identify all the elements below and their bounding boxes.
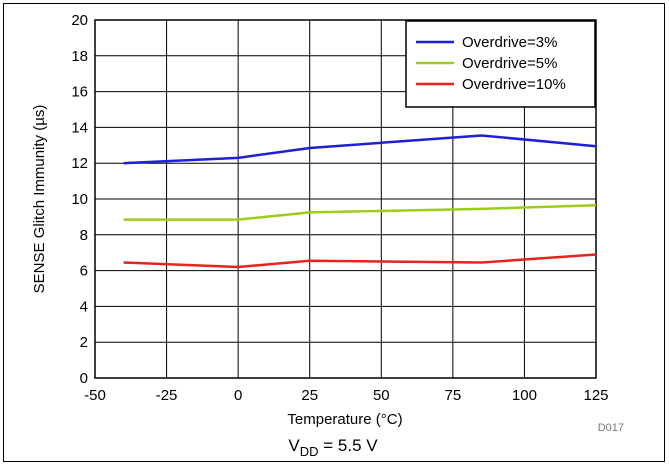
series-line [123, 134, 597, 165]
condition-label: VDD = 5.5 V [288, 436, 378, 459]
figure-code: D017 [598, 422, 624, 434]
y-tick-label: 18 [71, 48, 88, 65]
x-tick-labels: -50 -25 0 25 50 75 100 125 [84, 387, 608, 404]
plot-area [94, 19, 597, 379]
x-tick-label: -25 [156, 387, 178, 404]
x-tick-label: 0 [234, 387, 242, 404]
series-lines [123, 134, 597, 269]
series-line [123, 204, 597, 221]
y-tick-label: 2 [80, 334, 88, 351]
condition-rest: = 5.5 V [319, 436, 379, 455]
y-tick-label: 0 [80, 370, 88, 387]
x-tick-label: 50 [373, 387, 390, 404]
legend-label: Overdrive=5% [462, 55, 557, 72]
x-axis-label: Temperature (°C) [287, 411, 402, 428]
y-tick-label: 20 [71, 12, 88, 29]
y-tick-label: 10 [71, 191, 88, 208]
x-tick-label: -50 [84, 387, 106, 404]
y-tick-label: 12 [71, 155, 88, 172]
x-tick-label: 100 [512, 387, 537, 404]
y-axis-label: SENSE Glitch Immunity (µs) [31, 105, 48, 294]
y-tick-label: 14 [71, 119, 88, 136]
condition-subscript: DD [300, 444, 319, 459]
legend: Overdrive=3% Overdrive=5% Overdrive=10% [405, 20, 596, 108]
condition-main: V [288, 436, 300, 455]
x-tick-label: 75 [445, 387, 462, 404]
y-tick-label: 8 [80, 227, 88, 244]
x-tick-label: 125 [583, 387, 608, 404]
y-tick-label: 16 [71, 84, 88, 101]
legend-label: Overdrive=10% [462, 76, 566, 93]
series-line [123, 253, 597, 269]
x-tick-label: 25 [301, 387, 318, 404]
y-tick-labels: 0 2 4 6 8 10 12 14 16 18 20 [71, 12, 88, 387]
y-tick-label: 4 [80, 298, 88, 315]
legend-label: Overdrive=3% [462, 34, 557, 51]
y-tick-label: 6 [80, 263, 88, 280]
